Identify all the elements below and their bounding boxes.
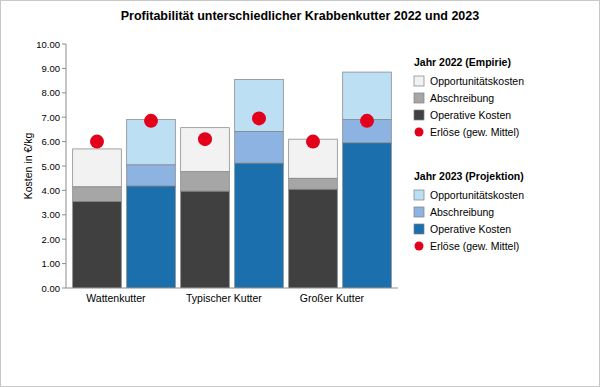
bar-segment (181, 172, 230, 192)
y-axis-label: Kosten in €/kg (22, 133, 34, 200)
legend-title: Jahr 2023 (Projektion) (414, 170, 524, 182)
revenue-point (198, 132, 212, 146)
y-tick (62, 92, 66, 93)
y-tick-label: 0.00 (42, 283, 61, 294)
y-tick (62, 288, 66, 289)
legend-label: Abschreibung (430, 206, 494, 218)
legend-label: Opportunitätskosten (430, 189, 524, 201)
legend-label: Abschreibung (430, 92, 494, 104)
legend-marker (415, 128, 424, 137)
y-tick-label: 7.00 (42, 112, 61, 123)
title: Profitabilität unterschiedlicher Krabben… (121, 9, 479, 23)
x-tick-label: Typischer Kutter (186, 292, 262, 304)
legend-label: Operative Kosten (430, 109, 511, 121)
bar-segment (343, 143, 392, 288)
bar-segment (181, 191, 230, 288)
bar-segment (235, 79, 284, 131)
revenue-point (360, 114, 374, 128)
legend-label: Erlöse (gew. Mittel) (430, 126, 519, 138)
y-tick-label: 5.00 (42, 161, 61, 172)
y-tick (62, 44, 66, 45)
chart: Profitabilität unterschiedlicher Krabben… (0, 0, 600, 387)
legend-swatch (414, 93, 424, 103)
x-axis (66, 288, 398, 289)
legend-swatch (414, 207, 424, 217)
revenue-point (306, 135, 320, 149)
y-tick (62, 190, 66, 191)
legend-label: Opportunitätskosten (430, 75, 524, 87)
y-tick-label: 4.00 (42, 185, 61, 196)
bar-segment (127, 165, 176, 186)
y-tick-label: 6.00 (42, 136, 61, 147)
revenue-point (252, 111, 266, 125)
legend-swatch (414, 110, 424, 120)
bar-segment (289, 178, 338, 189)
x-tick-label: Großer Kutter (300, 292, 365, 304)
x-tick-label: Wattenkutter (86, 292, 146, 304)
y-tick (62, 263, 66, 264)
bar-segment (235, 131, 284, 163)
y-tick (62, 141, 66, 142)
bar-segment (181, 128, 230, 172)
legend-label: Operative Kosten (430, 223, 511, 235)
y-tick (62, 214, 66, 215)
revenue-point (144, 114, 158, 128)
bar-segment (73, 187, 122, 202)
bar-segment (343, 72, 392, 120)
y-tick-label: 8.00 (42, 87, 61, 98)
legend-label: Erlöse (gew. Mittel) (430, 240, 519, 252)
revenue-point (90, 135, 104, 149)
legend-swatch (414, 190, 424, 200)
y-tick (62, 239, 66, 240)
y-tick (62, 166, 66, 167)
y-tick-label: 3.00 (42, 209, 61, 220)
y-tick (62, 117, 66, 118)
bar-segment (127, 186, 176, 288)
y-tick-label: 10.00 (36, 39, 60, 50)
legend-title: Jahr 2022 (Empirie) (414, 56, 511, 68)
legend-swatch (414, 76, 424, 86)
bar-segment (289, 189, 338, 288)
y-tick-label: 1.00 (42, 258, 61, 269)
revenue-points (90, 111, 374, 148)
bars (73, 72, 392, 288)
bar-segment (73, 149, 122, 187)
legend-marker (415, 242, 424, 251)
y-tick-label: 9.00 (42, 63, 61, 74)
y-tick-label: 2.00 (42, 234, 61, 245)
bar-segment (73, 201, 122, 288)
legend-swatch (414, 224, 424, 234)
y-tick (62, 68, 66, 69)
bar-segment (235, 163, 284, 288)
